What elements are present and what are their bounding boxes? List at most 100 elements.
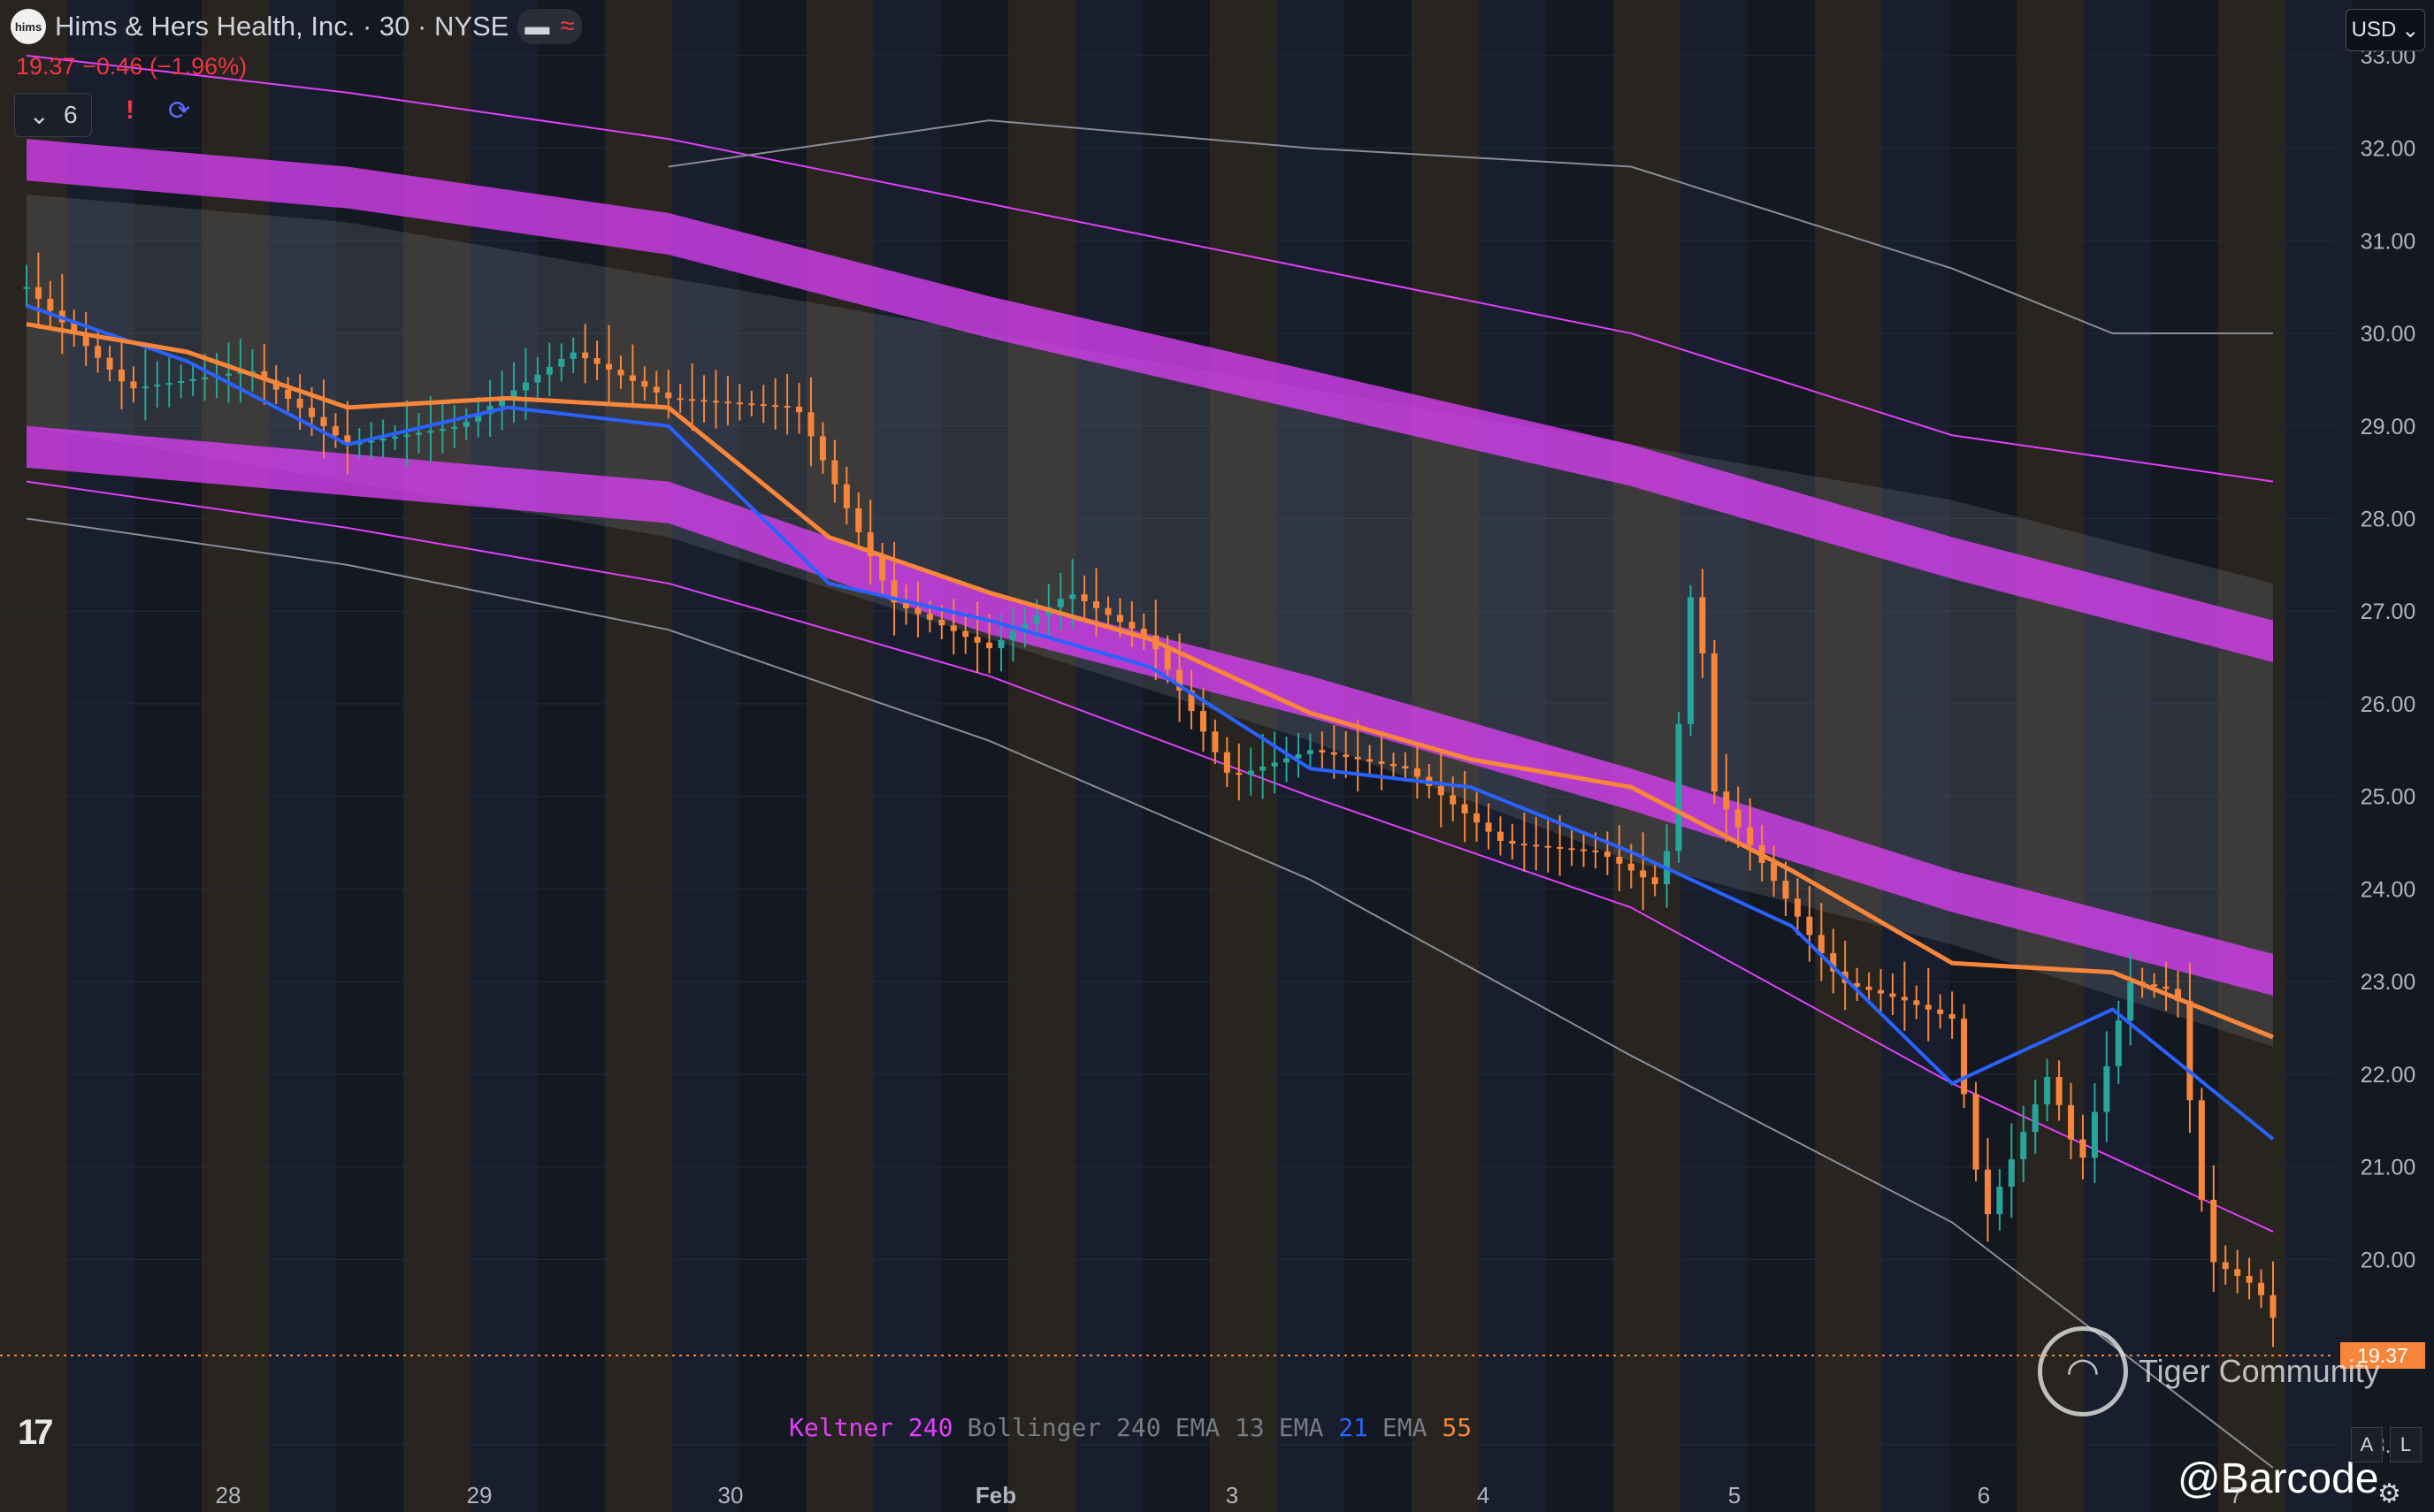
- candle-body: [700, 400, 708, 402]
- last-price-tag: 19.37: [2340, 1342, 2425, 1369]
- session-stripe: [2218, 0, 2285, 1512]
- currency-selector[interactable]: USD ⌄: [2346, 9, 2425, 51]
- candle-body: [1022, 623, 1029, 632]
- candle-body: [427, 431, 434, 433]
- candle-body: [2210, 1199, 2217, 1263]
- time-tick-label: 30: [718, 1482, 744, 1508]
- refresh-icon[interactable]: ⟳: [168, 96, 191, 126]
- grey-envelope-upper-line: [668, 119, 2273, 335]
- candle-body: [1592, 850, 1599, 852]
- candle-body: [534, 374, 541, 383]
- legend-ema-55[interactable]: EMA 55: [1382, 1413, 1473, 1442]
- legend-ema-21[interactable]: EMA 21: [1278, 1413, 1368, 1442]
- keltner-lower-band: [27, 425, 2273, 996]
- tradingview-logo-icon[interactable]: 17: [18, 1413, 53, 1452]
- candle-body: [1461, 804, 1468, 813]
- candle-body: [1568, 848, 1575, 851]
- candle-body: [784, 406, 791, 409]
- candle-body: [1496, 831, 1504, 841]
- candle-body: [748, 403, 755, 406]
- candle-body: [1033, 615, 1040, 624]
- legend-keltner[interactable]: Keltner 240: [789, 1413, 953, 1442]
- session-stripe: [2084, 0, 2151, 1512]
- candle-body: [1319, 750, 1326, 752]
- author-handle: @Barcode: [2178, 1455, 2379, 1502]
- candle-body: [1996, 1187, 2003, 1215]
- symbol-title[interactable]: Hims & Hers Health, Inc. · 30 · NYSE: [55, 11, 509, 42]
- tiger-icon: ◠: [2038, 1326, 2128, 1417]
- candle-body: [831, 460, 838, 485]
- candle-body: [368, 440, 375, 443]
- indicators-collapse-button[interactable]: ⌄ 6: [14, 93, 92, 137]
- price-tick-label: 28.00: [2361, 507, 2416, 531]
- auto-scale-button[interactable]: A: [2351, 1427, 2383, 1462]
- candle-body: [2020, 1132, 2027, 1160]
- candle-body: [1330, 752, 1337, 755]
- candle-body: [2186, 1000, 2193, 1101]
- watermark-text: Tiger Community: [2139, 1353, 2380, 1389]
- candle-body: [1972, 1094, 1979, 1170]
- candle-body: [1687, 597, 1694, 724]
- candle-body: [2091, 1111, 2098, 1158]
- session-stripe: [941, 0, 1008, 1512]
- candle-body: [296, 398, 303, 409]
- candle-body: [546, 366, 553, 375]
- candle-body: [154, 385, 161, 387]
- candle-body: [724, 401, 731, 404]
- candle-body: [1627, 863, 1634, 871]
- candle-body: [974, 637, 981, 643]
- candle-body: [677, 398, 684, 401]
- candle-body: [119, 370, 126, 382]
- session-stripe: [1815, 0, 1882, 1512]
- candle-body: [867, 532, 874, 557]
- price-tick-label: 25.00: [2361, 785, 2416, 810]
- time-tick-label: Feb: [976, 1482, 1016, 1508]
- candle-body: [1984, 1169, 1991, 1215]
- gear-icon[interactable]: ⚙: [2377, 1479, 2401, 1508]
- candle-body: [986, 642, 993, 649]
- exclamation-icon[interactable]: !: [126, 95, 134, 125]
- legend-ema-13[interactable]: EMA 13: [1175, 1413, 1265, 1442]
- candle-body: [1129, 622, 1136, 630]
- session-stripe: [67, 0, 134, 1512]
- minus-icon[interactable]: ▬: [524, 12, 550, 40]
- candle-body: [1164, 649, 1171, 670]
- candle-body: [82, 334, 89, 347]
- candle-body: [1913, 1000, 1920, 1005]
- candle-body: [1604, 851, 1611, 857]
- candle-body: [1437, 785, 1444, 796]
- candle-body: [379, 439, 387, 441]
- candle-body: [808, 412, 815, 437]
- legend-bollinger[interactable]: Bollinger 240: [967, 1413, 1161, 1442]
- candle-body: [1533, 844, 1540, 847]
- candle-body: [1009, 631, 1016, 640]
- session-stripe: [269, 0, 336, 1512]
- candle-body: [106, 357, 113, 370]
- session-stripe: [1210, 0, 1277, 1512]
- candle-body: [34, 286, 42, 300]
- session-stripe: [739, 0, 807, 1512]
- price-tick-label: 20.00: [2361, 1248, 2416, 1272]
- time-tick-label: 7: [2230, 1482, 2242, 1508]
- candle-body: [392, 436, 399, 439]
- candle-body: [142, 386, 149, 389]
- candle-body: [1948, 1013, 1956, 1019]
- session-stripe: [2353, 0, 2420, 1512]
- candle-body: [1295, 753, 1302, 759]
- candle-body: [902, 602, 909, 608]
- candle-body: [1306, 750, 1313, 754]
- candle-body: [926, 614, 933, 620]
- candle-body: [1901, 997, 1908, 1001]
- log-scale-button[interactable]: L: [2390, 1427, 2422, 1462]
- chart-mode-pill[interactable]: ▬ ≈: [517, 9, 582, 44]
- wave-icon[interactable]: ≈: [560, 11, 575, 41]
- candle-body: [1366, 759, 1374, 762]
- session-stripe: [1748, 0, 1815, 1512]
- candle-body: [1259, 766, 1267, 771]
- candle-body: [2068, 1104, 2075, 1140]
- candle-body: [165, 383, 172, 386]
- session-stripe: [202, 0, 269, 1512]
- time-tick-label: 6: [1978, 1482, 1990, 1508]
- candle-body: [1640, 870, 1647, 878]
